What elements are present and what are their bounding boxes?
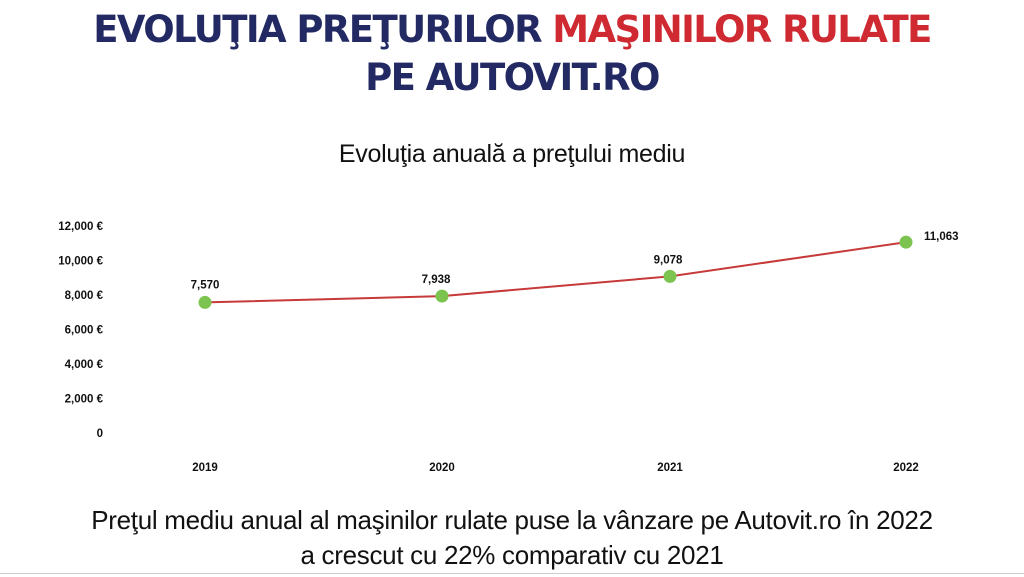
- bottom-divider: [0, 573, 1024, 574]
- data-label: 7,570: [191, 279, 220, 291]
- data-label: 7,938: [422, 274, 451, 286]
- x-tick-label: 2019: [192, 462, 218, 474]
- caption-line-1: Preţul mediu anual al maşinilor rulate p…: [91, 505, 933, 535]
- y-tick-label: 8,000 €: [65, 290, 104, 302]
- x-tick-label: 2020: [429, 462, 455, 474]
- y-tick-label: 10,000 €: [58, 256, 103, 268]
- data-label: 9,078: [654, 254, 683, 266]
- headline-line-1: EVOLUŢIA PREŢURILOR MAŞINILOR RULATE: [0, 8, 1024, 52]
- data-point: [198, 295, 212, 309]
- headline-part-navy: EVOLUŢIA PREŢURILOR: [93, 8, 553, 51]
- x-tick-label: 2022: [893, 462, 919, 474]
- data-point: [899, 235, 913, 249]
- chart-title: Evoluţia anuală a preţului mediu: [338, 140, 686, 168]
- y-tick-label: 12,000 €: [58, 221, 103, 233]
- data-label: 11,063: [924, 231, 959, 243]
- data-point: [663, 269, 677, 283]
- y-tick-label: 2,000 €: [65, 394, 104, 406]
- y-tick-label: 6,000 €: [65, 325, 104, 337]
- series-line: [204, 241, 907, 304]
- data-point: [435, 289, 449, 303]
- headline-line-2: PE AUTOVIT.RO: [365, 56, 660, 99]
- x-tick-label: 2021: [657, 462, 683, 474]
- headline-part-red: MAŞINILOR RULATE: [552, 8, 932, 51]
- y-tick-label: 4,000 €: [65, 359, 104, 371]
- caption-line-2: a crescut cu 22% comparativ cu 2021: [300, 540, 724, 570]
- y-tick-label: 0: [97, 428, 103, 440]
